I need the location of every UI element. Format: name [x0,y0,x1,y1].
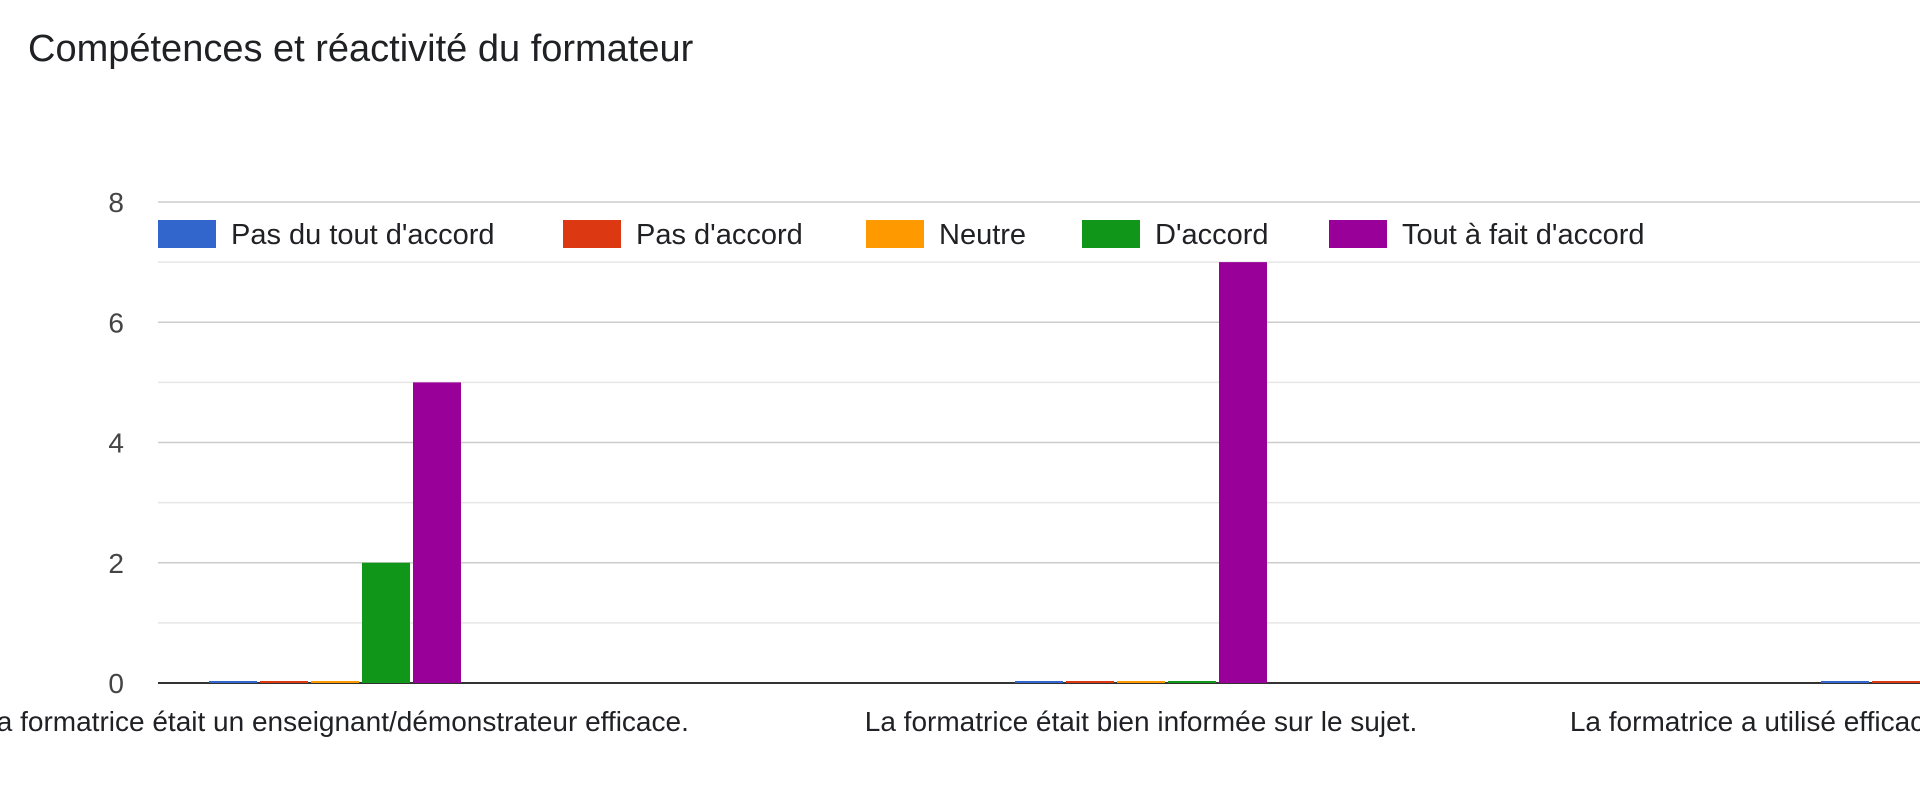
bar [311,681,359,683]
legend-label: Pas du tout d'accord [231,219,494,251]
legend-swatch [866,220,924,248]
legend-swatch [158,220,216,248]
bars: La formatrice était un enseignant/démons… [0,262,1920,737]
legend-label: D'accord [1155,219,1269,251]
chart-title: Compétences et réactivité du formateur [28,28,694,70]
y-tick-label: 2 [108,548,124,579]
x-tick-label: La formatrice a utilisé efficacement le … [1570,706,1920,737]
legend-label: Pas d'accord [636,219,803,251]
bar [260,681,308,683]
y-tick-label: 4 [108,428,124,459]
legend-swatch [1329,220,1387,248]
bar [362,562,410,683]
x-tick-label: La formatrice était un enseignant/démons… [0,706,689,737]
x-tick-label: La formatrice était bien informée sur le… [865,706,1417,737]
bar [1066,681,1114,683]
bar [1821,681,1869,683]
legend: Pas du tout d'accord Pas d'accord Neutre D'… [158,219,1645,251]
bar [413,382,461,683]
bar [1015,681,1063,683]
y-tick-label: 6 [108,307,124,338]
y-tick-label: 0 [108,668,124,699]
bar [1872,681,1920,683]
legend-swatch [563,220,621,248]
bar [1117,681,1165,683]
bar [209,681,257,683]
legend-swatch [1082,220,1140,248]
legend-label: Tout à fait d'accord [1402,219,1645,251]
y-tick-label: 8 [108,187,124,218]
bar [1168,681,1216,683]
bar [1219,262,1267,683]
legend-label: Neutre [939,219,1026,251]
